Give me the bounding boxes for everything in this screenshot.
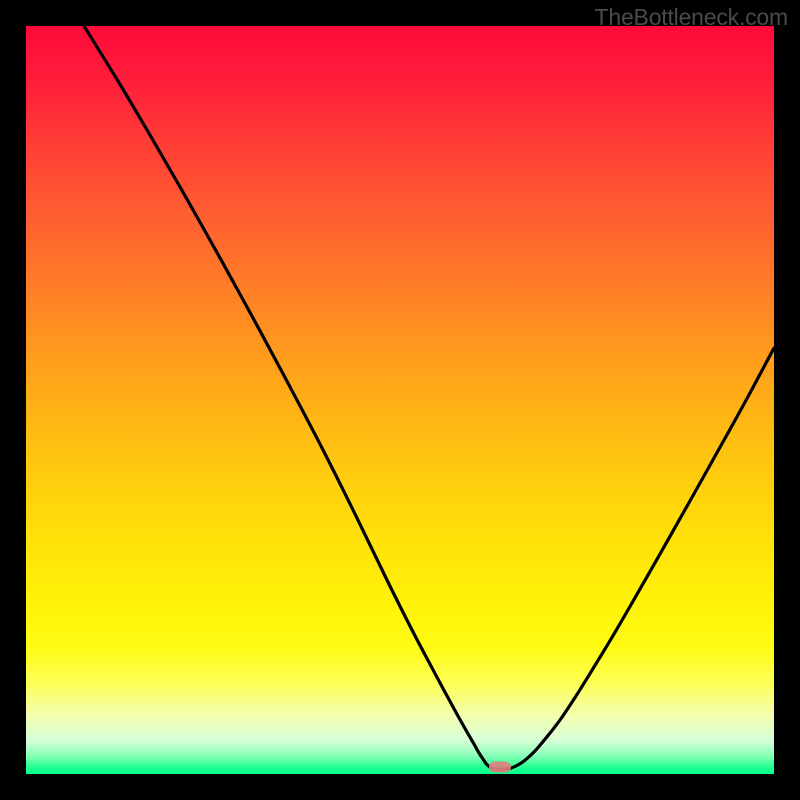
plot-area bbox=[26, 26, 774, 774]
watermark-text: TheBottleneck.com bbox=[595, 4, 788, 31]
curve-path bbox=[84, 26, 774, 769]
optimal-marker bbox=[489, 762, 511, 773]
chart-frame: TheBottleneck.com bbox=[0, 0, 800, 800]
bottleneck-curve bbox=[26, 26, 774, 774]
